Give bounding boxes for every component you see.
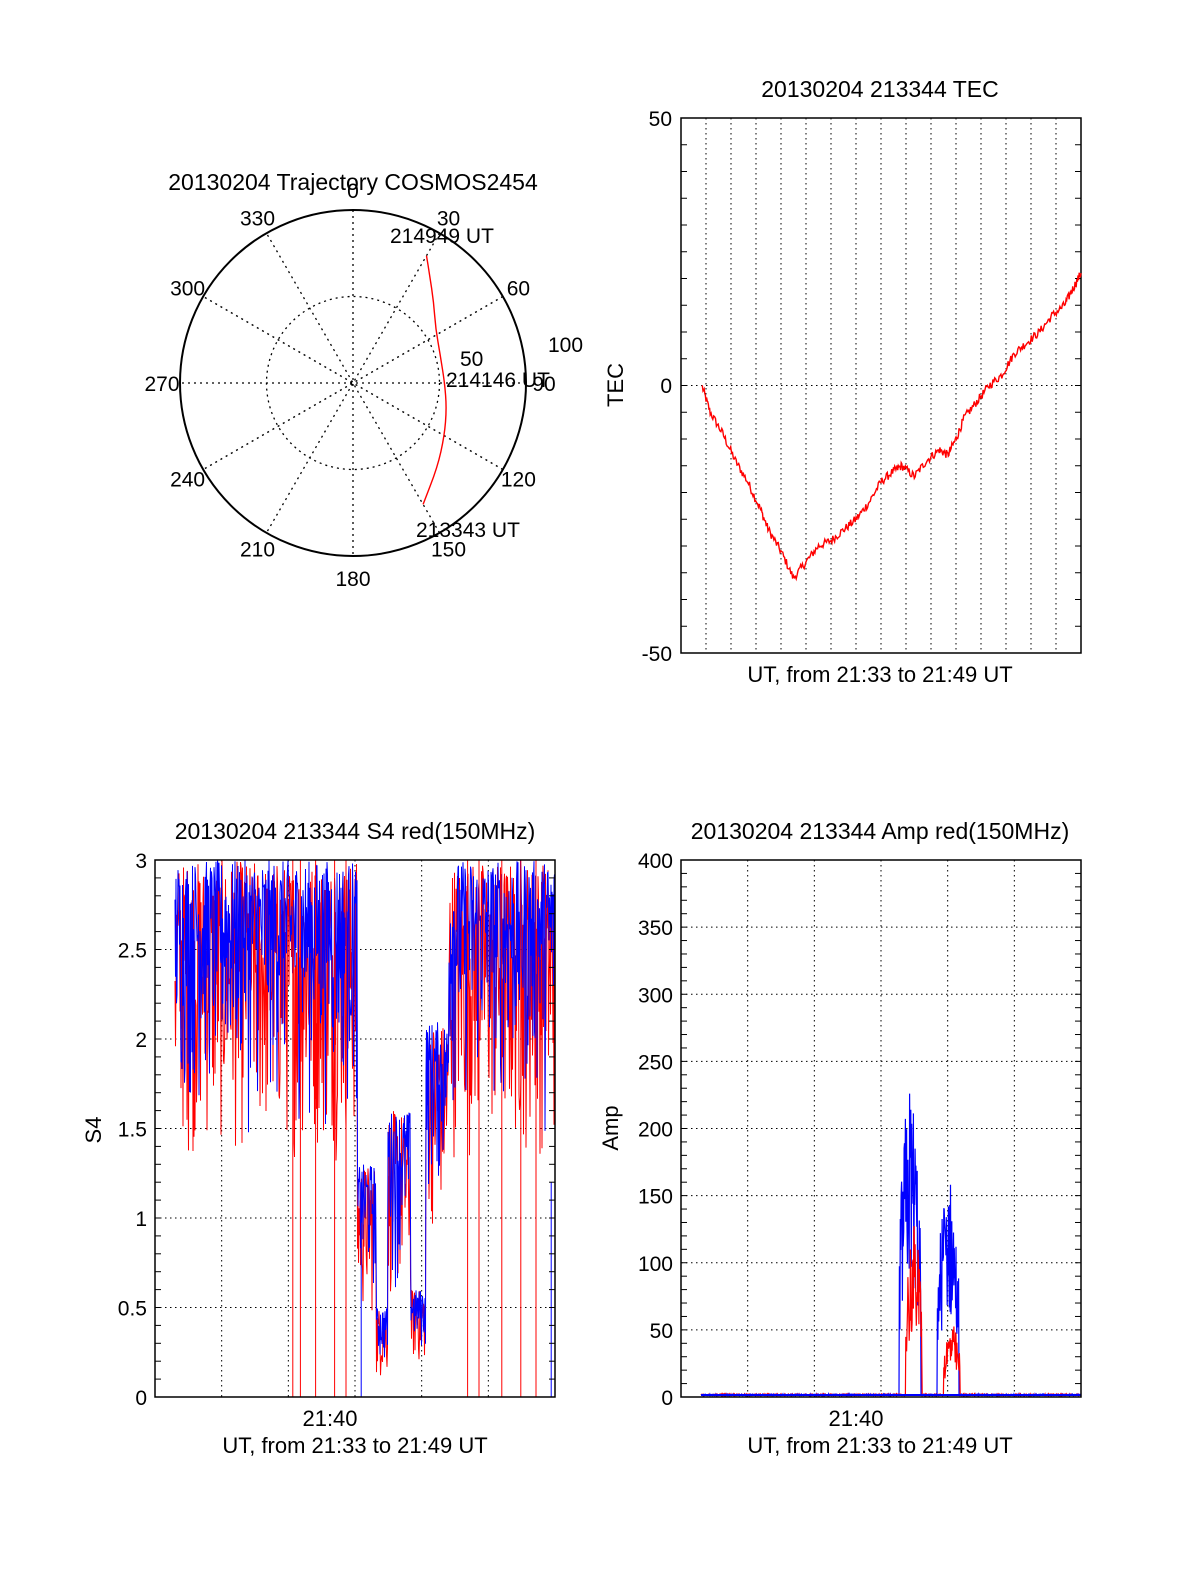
polar-grid-spoke (202, 295, 504, 471)
s4-ytick-label: 1.5 (118, 1119, 147, 1142)
polar-azimuth-label: 150 (431, 538, 466, 561)
polar-azimuth-label: 180 (335, 568, 370, 591)
tec-ytick-label: 0 (660, 375, 672, 398)
s4-series-blue (174, 860, 556, 1358)
polar-grid-circle (265, 295, 441, 471)
s4-ytick-label: 3 (135, 850, 147, 873)
polar-grid-spoke (202, 295, 504, 471)
amp-ytick-label: 400 (638, 850, 673, 873)
polar-outer-circle (179, 209, 527, 557)
s4-ytick-label: 1 (135, 1208, 147, 1231)
polar-azimuth-label: 300 (170, 278, 205, 301)
polar-azimuth-label: 30 (437, 208, 460, 231)
polar-title: 20130204 Trajectory COSMOS2454 (168, 169, 538, 195)
s4-ytick-label: 0.5 (118, 1298, 147, 1321)
amp-ytick-label: 200 (638, 1119, 673, 1142)
tec-ticks (681, 144, 1081, 627)
polar-azimuth-label: 330 (240, 208, 275, 231)
amp-ytick-label: 0 (661, 1387, 673, 1410)
amp-ytick-label: 100 (638, 1253, 673, 1276)
tec-xlabel: UT, from 21:33 to 21:49 UT (747, 662, 1012, 687)
s4-ytick-label: 0 (135, 1387, 147, 1410)
polar-radial-label-50: 50 (460, 348, 483, 371)
polar-azimuth-label: 90 (532, 373, 555, 396)
s4-ylabel: S4 (81, 1117, 106, 1144)
polar-azimuth-label: 0 (347, 180, 359, 203)
amp-ytick-label: 150 (638, 1186, 673, 1209)
s4-ticks (155, 877, 555, 1380)
amp-ytick-label: 300 (638, 984, 673, 1007)
amp-chart: 20130204 213344 Amp red(150MHz) 0 50 100 15… (598, 818, 1082, 1458)
polar-azimuth-label: 270 (144, 373, 179, 396)
s4-chart: 20130204 213344 S4 red(150MHz) 0 0.5 1 1.5 2… (81, 818, 556, 1458)
polar-grid-spoke (265, 232, 441, 534)
s4-ytick-label: 2.5 (118, 940, 147, 963)
tec-ylabel: TEC (603, 363, 628, 407)
s4-xtick-label: 21:40 (302, 1406, 357, 1431)
s4-title: 20130204 213344 S4 red(150MHz) (175, 818, 536, 844)
polar-azimuth-label: 60 (507, 278, 530, 301)
polar-azimuth-label: 210 (240, 538, 275, 561)
tec-ytick-label: 50 (649, 108, 672, 131)
polar-azimuth-labels: 0 30 60 90 120 150 180 210 240 270 300 330 (144, 180, 555, 591)
amp-series-blue (701, 1093, 1082, 1398)
polar-grid-spoke (265, 232, 441, 534)
tec-grid (681, 118, 1081, 653)
amp-series-red (700, 1226, 1081, 1398)
amp-grid (681, 860, 1081, 1397)
polar-annotation-start: 213343 UT (416, 519, 520, 542)
amp-ytick-label: 350 (638, 917, 673, 940)
polar-annotation-end: 214949 UT (390, 225, 494, 248)
polar-trajectory-chart: 20130204 Trajectory COSMOS2454 0 30 60 90 12… (144, 169, 583, 591)
tec-chart: 20130204 213344 TEC 50 0 -50 TEC UT, fro… (603, 76, 1082, 687)
polar-annotation-mid: 214146 UT (446, 369, 550, 392)
tec-series-line (701, 272, 1082, 582)
s4-ytick-labels: 0 0.5 1 1.5 2 2.5 3 (118, 850, 147, 1410)
amp-xtick-label: 21:40 (828, 1406, 883, 1431)
s4-ytick-label: 2 (135, 1029, 147, 1052)
amp-title: 20130204 213344 Amp red(150MHz) (691, 818, 1069, 844)
polar-azimuth-label: 240 (170, 469, 205, 492)
amp-xlabel: UT, from 21:33 to 21:49 UT (747, 1433, 1012, 1458)
tec-ytick-label: -50 (642, 643, 672, 666)
polar-grid (180, 210, 526, 556)
amp-ytick-labels: 0 50 100 150 200 250 300 350 400 (638, 850, 673, 1410)
amp-ytick-label: 50 (650, 1320, 673, 1343)
amp-ytick-label: 250 (638, 1051, 673, 1074)
amp-ticks (681, 872, 1081, 1385)
s4-xlabel: UT, from 21:33 to 21:49 UT (222, 1433, 487, 1458)
polar-azimuth-label: 120 (501, 469, 536, 492)
amp-series-lines (700, 1093, 1082, 1398)
tec-title: 20130204 213344 TEC (761, 76, 998, 102)
polar-radial-label-100: 100 (548, 334, 583, 357)
s4-series-lines (174, 860, 556, 1397)
amp-ylabel: Amp (598, 1105, 623, 1150)
polar-trajectory-line (422, 255, 447, 505)
